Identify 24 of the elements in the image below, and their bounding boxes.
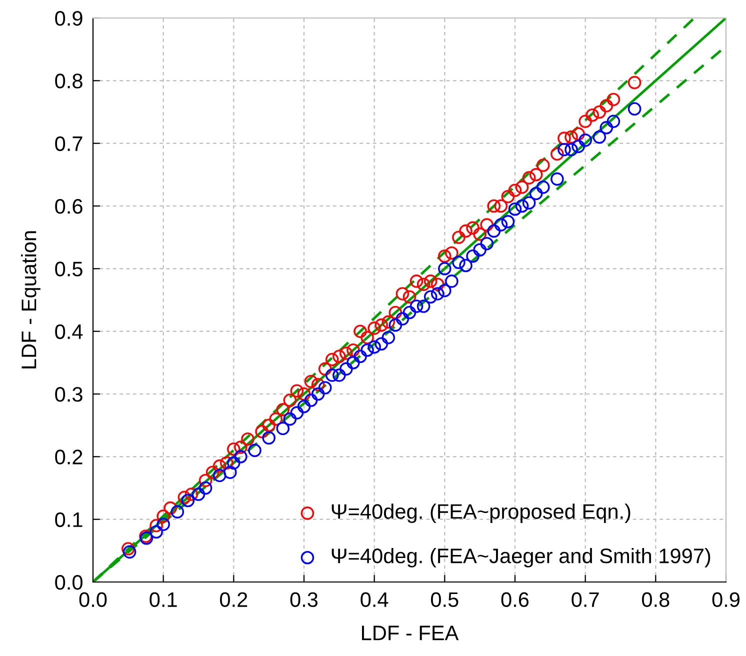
- y-axis-title: LDF - Equation: [21, 231, 40, 368]
- y-tick-label: 0.8: [55, 74, 82, 88]
- y-tick-label: 0.6: [55, 199, 82, 214]
- y-tick-label: 0.0: [55, 575, 82, 590]
- legend-label: Ψ=40deg. (FEA~Jaeger and Smith 1997): [332, 548, 710, 568]
- legend-label: Ψ=40deg. (FEA~proposed Eqn.): [332, 504, 630, 523]
- x-axis-title: LDF - FEA: [362, 626, 459, 640]
- x-tick-label: 0.9: [712, 592, 740, 608]
- y-tick-label: 0.4: [55, 324, 83, 340]
- x-tick-label: 0.3: [290, 592, 318, 608]
- x-tick-label: 0.8: [642, 592, 670, 608]
- x-tick-label: 0.4: [360, 592, 388, 608]
- y-tick-label: 0.5: [55, 262, 82, 276]
- x-tick-label: 0.2: [220, 592, 248, 608]
- y-tick-label: 0.9: [55, 11, 82, 26]
- y-tick-label: 0.2: [55, 450, 82, 464]
- x-tick-label: 0.7: [572, 592, 599, 608]
- y-tick-label: 0.3: [55, 387, 82, 402]
- x-tick-label: 0.0: [79, 592, 107, 608]
- x-tick-label: 0.5: [431, 592, 458, 608]
- y-tick-label: 0.1: [55, 512, 82, 528]
- x-tick-label: 0.1: [150, 592, 177, 608]
- x-tick-label: 0.6: [501, 592, 529, 608]
- y-tick-label: 0.7: [55, 136, 82, 152]
